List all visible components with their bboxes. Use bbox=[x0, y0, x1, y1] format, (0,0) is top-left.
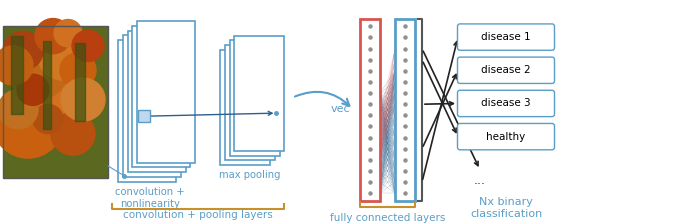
Text: disease 3: disease 3 bbox=[481, 99, 531, 108]
Circle shape bbox=[8, 41, 68, 99]
Bar bbox=[3, 26, 108, 178]
Bar bbox=[132, 26, 190, 168]
Bar bbox=[43, 41, 51, 129]
Bar bbox=[118, 40, 176, 181]
Circle shape bbox=[60, 53, 96, 88]
Text: fully connected layers: fully connected layers bbox=[329, 213, 445, 223]
FancyBboxPatch shape bbox=[458, 57, 554, 84]
Circle shape bbox=[3, 31, 43, 70]
Bar bbox=[123, 35, 181, 177]
Text: ...: ... bbox=[401, 120, 408, 129]
FancyBboxPatch shape bbox=[458, 24, 554, 50]
Text: disease 1: disease 1 bbox=[481, 32, 531, 42]
Bar bbox=[360, 19, 380, 201]
Text: convolution + pooling layers: convolution + pooling layers bbox=[123, 210, 273, 220]
Circle shape bbox=[38, 31, 88, 80]
Bar bbox=[137, 21, 195, 163]
Bar bbox=[127, 31, 186, 172]
Circle shape bbox=[17, 74, 49, 106]
Circle shape bbox=[54, 19, 82, 47]
Text: disease 2: disease 2 bbox=[481, 65, 531, 75]
Circle shape bbox=[61, 78, 105, 121]
Circle shape bbox=[0, 90, 38, 129]
Text: healthy: healthy bbox=[486, 132, 525, 142]
FancyBboxPatch shape bbox=[458, 123, 554, 150]
Circle shape bbox=[35, 19, 71, 54]
Text: ...: ... bbox=[474, 174, 486, 187]
Bar bbox=[3, 26, 108, 178]
Text: max pooling: max pooling bbox=[219, 170, 281, 180]
Bar bbox=[11, 36, 23, 114]
Circle shape bbox=[0, 46, 33, 85]
Bar bbox=[395, 19, 415, 201]
Bar bbox=[220, 50, 270, 165]
Circle shape bbox=[30, 77, 86, 132]
Bar bbox=[225, 45, 275, 160]
Text: vec: vec bbox=[330, 104, 350, 114]
Circle shape bbox=[51, 112, 95, 155]
Circle shape bbox=[0, 90, 63, 158]
FancyBboxPatch shape bbox=[458, 90, 554, 117]
Bar bbox=[234, 36, 284, 151]
Text: convolution +
nonlinearity: convolution + nonlinearity bbox=[115, 187, 185, 209]
Bar bbox=[229, 40, 279, 156]
Text: Nx binary
classification: Nx binary classification bbox=[470, 197, 542, 219]
Bar bbox=[75, 43, 85, 121]
Circle shape bbox=[72, 30, 104, 61]
Circle shape bbox=[33, 104, 63, 134]
Bar bbox=[138, 110, 150, 122]
